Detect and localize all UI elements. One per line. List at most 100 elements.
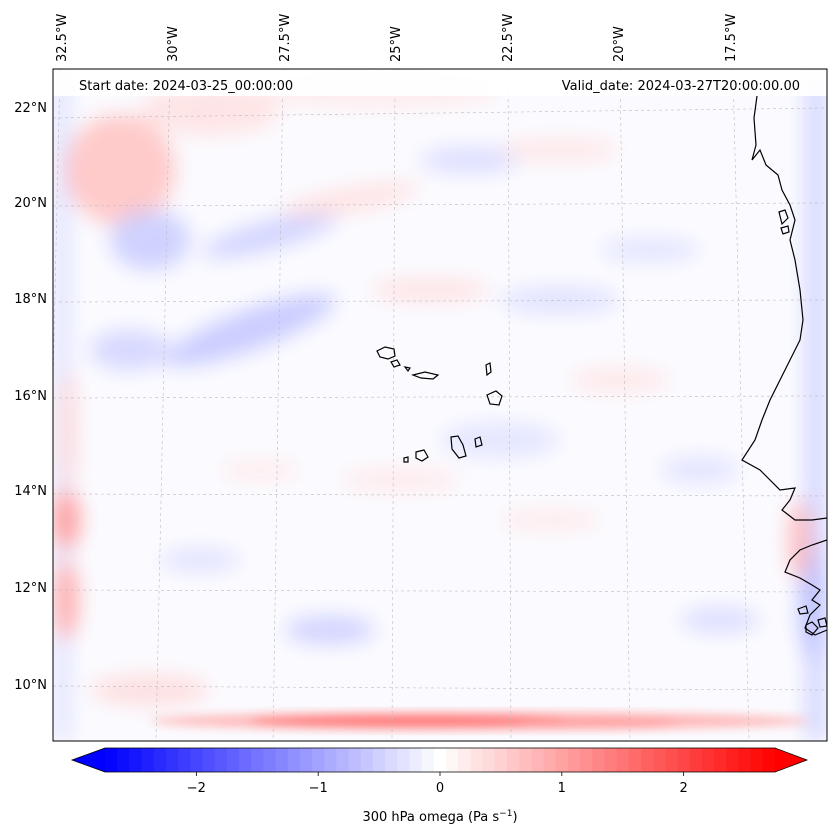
lat-label-10n: 10°N xyxy=(14,678,47,693)
colorbar-segment xyxy=(592,748,606,772)
colorbar-segment xyxy=(616,748,630,772)
island-fogo xyxy=(415,449,429,462)
colorbar-tick-label: −1 xyxy=(309,781,328,796)
colorbar-segment xyxy=(251,748,264,772)
island-sao-vicente xyxy=(390,359,401,368)
colorbar-extend-max xyxy=(775,748,807,772)
colorbar-segments xyxy=(72,748,807,772)
lon-label-27-5w: 27.5°W xyxy=(278,14,293,62)
colorbar-label-close: ) xyxy=(512,810,517,825)
latitude-labels: 22°N 20°N 18°N 16°N 14°N 12°N 10°N xyxy=(14,101,47,693)
colorbar-segment xyxy=(214,748,228,772)
colorbar-segment xyxy=(641,748,654,772)
colorbar-segment xyxy=(117,748,130,772)
colorbar: −2 −1 0 1 2 300 hPa omega (Pa s−1) xyxy=(70,747,809,825)
longitude-labels: 32.5°W 30°W 27.5°W 25°W 22.5°W 20°W 17.5… xyxy=(55,14,739,62)
island-santo-antao xyxy=(376,346,396,360)
colorbar-segment xyxy=(567,748,581,772)
colorbar-segment xyxy=(263,748,277,772)
colorbar-label-text: 300 hPa omega (Pa s xyxy=(362,810,499,825)
colorbar-segment xyxy=(165,748,179,772)
start-date-label: Start date: 2024-03-25_00:00:00 xyxy=(79,79,293,94)
map-frame xyxy=(52,68,828,742)
colorbar-label-superscript: −1 xyxy=(499,809,512,819)
colorbar-segment xyxy=(336,748,350,772)
colorbar-segment xyxy=(421,748,435,772)
lon-label-17-5w: 17.5°W xyxy=(724,14,739,62)
islet-e xyxy=(817,617,827,628)
colorbar-segment xyxy=(397,748,411,772)
colorbar-segment xyxy=(482,748,496,772)
map-panel: Start date: 2024-03-25_00:00:00 Valid_da… xyxy=(52,68,828,742)
colorbar-segment xyxy=(409,748,423,772)
colorbar-segment xyxy=(738,748,752,772)
islet-b xyxy=(780,225,790,235)
colorbar-extend-min xyxy=(72,748,105,772)
colorbar-segment xyxy=(433,748,447,772)
colorbar-segment xyxy=(446,748,459,772)
colorbar-segment xyxy=(348,748,362,772)
lat-label-14n: 14°N xyxy=(14,484,47,499)
island-santa-luzia xyxy=(403,366,411,373)
colorbar-segment xyxy=(373,748,386,772)
island-sal xyxy=(485,362,492,377)
gridlines xyxy=(53,69,827,741)
island-maio xyxy=(474,436,483,448)
lat-label-12n: 12°N xyxy=(14,581,47,596)
colorbar-segment xyxy=(141,748,155,772)
colorbar-segment xyxy=(507,748,520,772)
lon-label-22-5w: 22.5°W xyxy=(501,14,516,62)
colorbar-segment xyxy=(580,748,593,772)
valid-date-label: Valid_date: 2024-03-27T20:00:00.00 xyxy=(562,79,800,94)
omega-field xyxy=(53,70,826,740)
colorbar-segment xyxy=(153,748,167,772)
colorbar-segment xyxy=(750,748,764,772)
colorbar-segment xyxy=(275,748,289,772)
colorbar-segment xyxy=(360,748,374,772)
islet-c xyxy=(797,605,809,615)
colorbar-tick-label: 1 xyxy=(558,781,566,796)
colorbar-tick-label: 0 xyxy=(436,781,444,796)
colorbar-label: 300 hPa omega (Pa s−1) xyxy=(362,809,517,825)
colorbar-segment xyxy=(458,748,472,772)
lon-label-25w: 25°W xyxy=(389,26,404,62)
colorbar-outline xyxy=(70,747,809,773)
island-brava xyxy=(403,456,409,463)
colorbar-segment xyxy=(190,748,204,772)
islet-a xyxy=(778,209,789,226)
colorbar-segment xyxy=(178,748,191,772)
colorbar-segment xyxy=(105,748,118,772)
colorbar-segment xyxy=(470,748,484,772)
colorbar-tick-label: 2 xyxy=(679,781,687,796)
lat-label-16n: 16°N xyxy=(14,389,47,404)
colorbar-segment xyxy=(287,748,301,772)
colorbar-segment xyxy=(653,748,666,772)
colorbar-segment xyxy=(129,748,143,772)
colorbar-segment xyxy=(604,748,618,772)
island-boa-vista xyxy=(486,390,503,406)
lat-label-18n: 18°N xyxy=(14,292,47,307)
colorbar-segment xyxy=(689,748,703,772)
colorbar-segment xyxy=(494,748,508,772)
island-santiago xyxy=(450,435,467,459)
lat-label-22n: 22°N xyxy=(14,101,47,116)
colorbar-segment xyxy=(665,748,679,772)
colorbar-segment xyxy=(714,748,727,772)
colorbar-segment xyxy=(299,748,313,772)
colorbar-segment xyxy=(202,748,216,772)
colorbar-segment xyxy=(324,748,338,772)
colorbar-segment xyxy=(226,748,240,772)
coastlines xyxy=(376,95,827,636)
islet-d xyxy=(805,621,819,636)
colorbar-segment xyxy=(726,748,740,772)
colorbar-segment xyxy=(628,748,642,772)
colorbar-tick-label: −2 xyxy=(187,781,206,796)
colorbar-segment xyxy=(677,748,691,772)
colorbar-segment xyxy=(312,748,325,772)
lat-label-20n: 20°N xyxy=(14,196,47,211)
info-bar xyxy=(53,70,827,96)
island-sao-nicolau xyxy=(410,371,440,380)
colorbar-segment xyxy=(385,748,398,772)
colorbar-segment xyxy=(519,748,532,772)
